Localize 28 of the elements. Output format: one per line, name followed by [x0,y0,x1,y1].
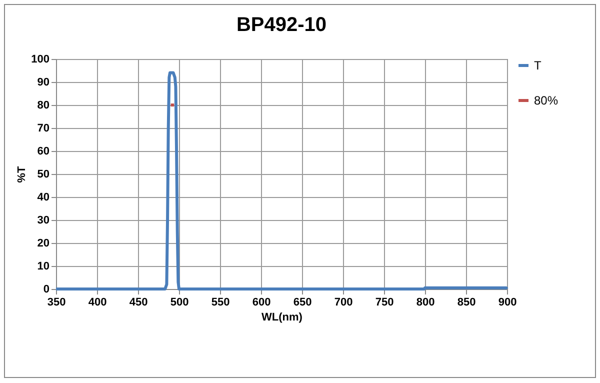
y-tick-label: 30 [37,214,50,226]
x-tick-label: 900 [498,296,517,308]
x-tick-label: 650 [293,296,312,308]
y-tick-label: 10 [37,260,50,272]
y-tick-label: 80 [37,100,50,112]
y-tick-label: 100 [31,54,50,66]
y-tick-label: 90 [37,76,50,88]
x-tick-label: 450 [129,296,148,308]
x-tick-label: 550 [211,296,230,308]
y-tick-label: 70 [37,122,50,134]
chart-title: BP492-10 [236,14,327,36]
x-axis-title: WL(nm) [262,312,303,324]
x-tick-label: 800 [416,296,435,308]
y-tick-label: 20 [37,238,50,250]
x-tick-label: 750 [375,296,394,308]
x-tick-label: 850 [457,296,476,308]
y-tick-label: 60 [37,146,50,158]
y-tick-label: 50 [37,168,50,180]
x-tick-label: 350 [47,296,66,308]
x-tick-label: 400 [88,296,107,308]
x-tick-label: 700 [334,296,353,308]
x-tick-label: 600 [252,296,271,308]
y-axis-title: %T [16,166,28,183]
y-tick-label: 0 [43,284,50,296]
legend-label: T [534,58,542,72]
legend-label: 80% [534,94,558,108]
y-tick-label: 40 [37,192,50,204]
x-tick-label: 500 [170,296,189,308]
